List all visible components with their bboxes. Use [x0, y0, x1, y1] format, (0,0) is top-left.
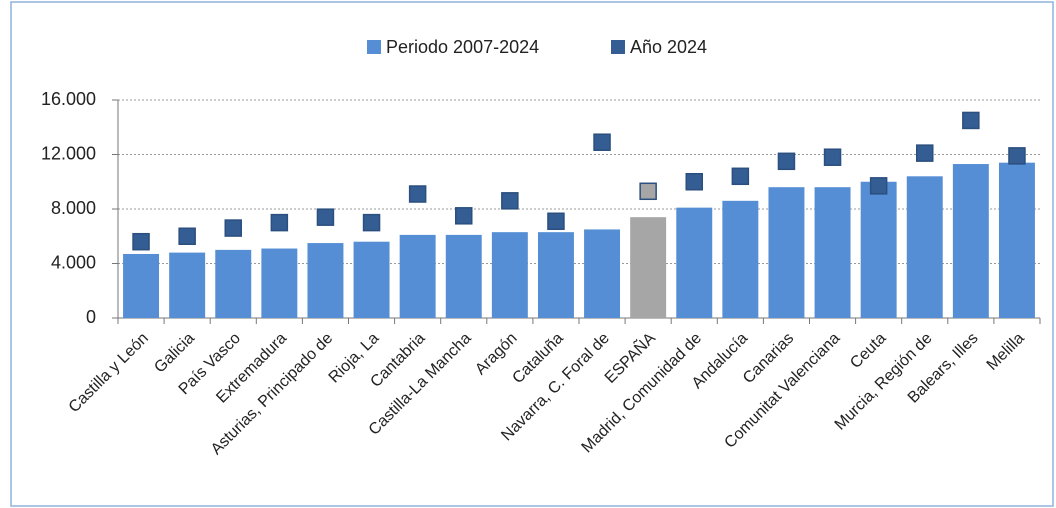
marker — [1008, 147, 1026, 165]
marker — [408, 185, 427, 203]
marker — [593, 133, 611, 151]
y-tick-label: 12.000 — [41, 143, 96, 163]
y-tick-label: 16.000 — [41, 89, 96, 109]
bar — [584, 229, 621, 318]
y-tick-label: 0 — [86, 307, 96, 327]
marker — [962, 111, 980, 130]
marker — [501, 192, 519, 210]
legend-label: Periodo 2007-2024 — [386, 37, 539, 57]
bar — [860, 181, 897, 318]
marker — [731, 167, 750, 186]
bar — [722, 200, 759, 318]
y-tick-label: 4.000 — [51, 252, 96, 272]
bar — [215, 249, 252, 318]
bar — [307, 243, 344, 318]
bar — [353, 241, 390, 318]
chart-frame — [10, 1, 1054, 507]
legend-swatch — [367, 40, 381, 54]
bar — [123, 253, 160, 318]
marker — [916, 144, 934, 162]
marker — [869, 177, 888, 195]
bar — [676, 207, 713, 318]
marker — [224, 219, 242, 237]
marker — [270, 213, 289, 232]
marker — [685, 173, 703, 191]
bar — [768, 187, 805, 318]
y-tick-label: 8.000 — [51, 198, 96, 218]
bar — [952, 164, 989, 318]
marker — [639, 182, 657, 201]
marker — [362, 213, 381, 232]
marker — [132, 232, 150, 251]
bar — [537, 232, 574, 318]
legend-swatch — [611, 40, 625, 54]
marker — [823, 148, 842, 166]
marker — [777, 152, 796, 171]
bar — [169, 252, 206, 318]
bar — [906, 176, 943, 318]
bar — [630, 217, 667, 318]
legend-label: Año 2024 — [630, 37, 707, 57]
bar — [445, 234, 482, 318]
marker — [316, 208, 335, 226]
marker — [455, 207, 473, 225]
bar — [814, 187, 851, 318]
marker — [547, 212, 565, 231]
bar — [998, 162, 1035, 318]
bar — [399, 234, 436, 318]
bar — [491, 232, 528, 318]
bar — [261, 248, 298, 318]
marker — [178, 227, 196, 245]
